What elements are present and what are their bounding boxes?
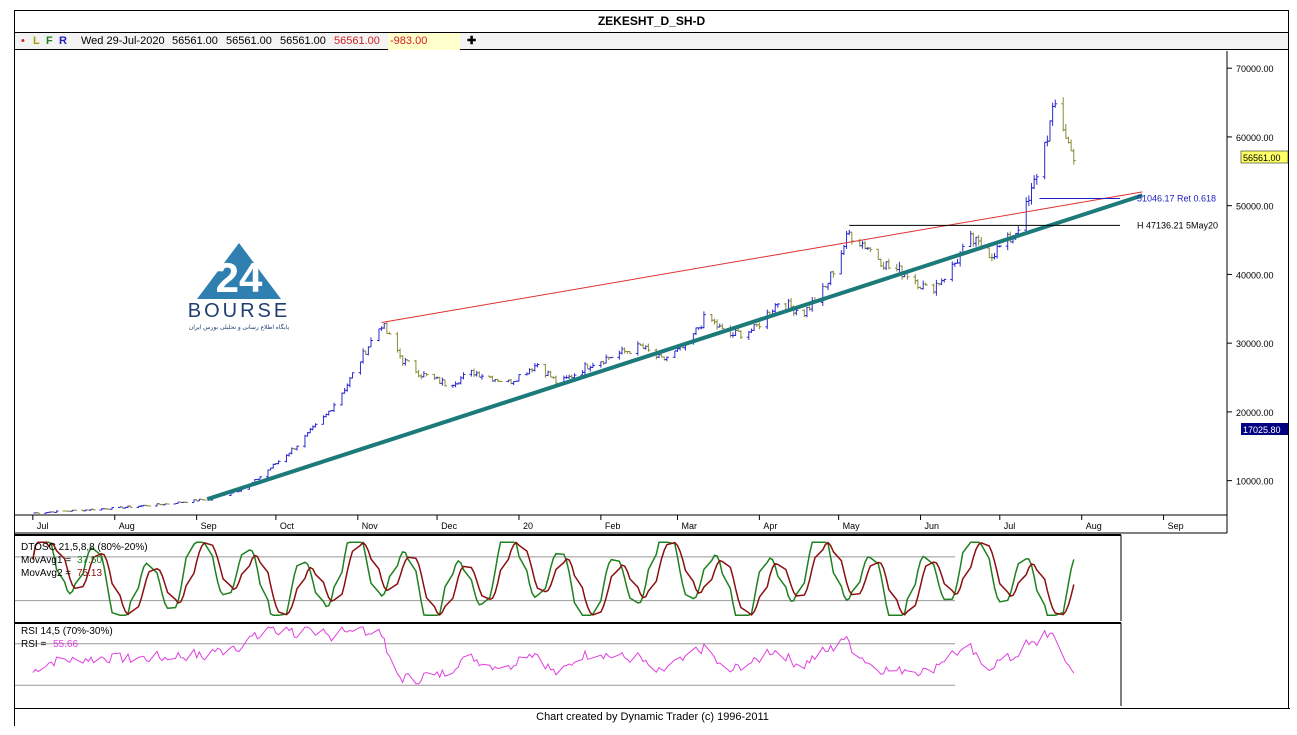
f-button[interactable]: F <box>46 35 53 47</box>
low-price-badge <box>1241 423 1288 435</box>
rsi-line <box>32 626 1075 685</box>
y-tick-label: 60000.00 <box>1236 133 1274 143</box>
bar-date: Wed 29-Jul-2020 <box>81 35 165 47</box>
y-tick-label: 30000.00 <box>1236 339 1274 349</box>
chart-window: ZEKESHT_D_SH-D • L F R Wed 29-Jul-2020 5… <box>14 10 1290 726</box>
l-button[interactable]: L <box>33 35 40 47</box>
footer-credit: Chart created by Dynamic Trader (c) 1996… <box>15 708 1290 726</box>
x-tick-label: Nov <box>362 521 379 531</box>
movavg2-value: 75.13 <box>77 568 102 579</box>
ohlc-bars <box>33 97 1076 514</box>
chart-canvas: 24 BOURSE پایگاه اطلاع رسانی و تحلیلی بو… <box>15 51 1288 706</box>
x-tick-label: Mar <box>681 521 697 531</box>
y-tick-label: 70000.00 <box>1236 64 1274 74</box>
y-tick-label: 20000.00 <box>1236 408 1274 418</box>
dtosc-label: DTOSC 21,5,8,8 (80%-20%) <box>21 542 148 553</box>
y-tick-label: 40000.00 <box>1236 270 1274 280</box>
record-dot-icon: • <box>21 35 25 47</box>
x-tick-label: Jun <box>925 521 940 531</box>
x-tick-label: Aug <box>119 521 135 531</box>
movavg1-label: MovAvg1 = <box>21 555 71 566</box>
x-tick-label: 20 <box>523 521 533 531</box>
bar-high: 56561.00 <box>226 35 272 47</box>
x-tick-label: Sep <box>1168 521 1184 531</box>
rsi-value-label: RSI = <box>21 639 46 650</box>
chart-title: ZEKESHT_D_SH-D <box>15 11 1288 33</box>
y-tick-label: 10000.00 <box>1236 477 1274 487</box>
add-icon[interactable]: ✚ <box>467 35 477 47</box>
x-tick-label: Dec <box>441 521 458 531</box>
annotation-label: H 47136.21 5May20 <box>1137 220 1218 230</box>
price-panel: 70000.00 60000.00 50000.00 40000.00 30000.00… <box>15 51 1288 534</box>
logo-tagline: پایگاه اطلاع رسانی و تحلیلی بورس ایران <box>189 323 290 331</box>
bar-open: 56561.00 <box>172 35 218 47</box>
bourse-logo: 24 BOURSE پایگاه اطلاع رسانی و تحلیلی بو… <box>188 243 290 331</box>
rsi-value: 55.66 <box>53 639 78 650</box>
x-tick-label: Aug <box>1086 521 1102 531</box>
x-tick-label: Feb <box>605 521 621 531</box>
support-trendline <box>206 193 1144 502</box>
x-tick-label: Oct <box>280 521 295 531</box>
resistance-trendline <box>381 191 1143 324</box>
low-price-label: 17025.80 <box>1243 425 1281 435</box>
bar-low: 56561.00 <box>280 35 326 47</box>
rsi-label: RSI 14,5 (70%-30%) <box>21 626 113 637</box>
x-tick-label: Jul <box>37 521 49 531</box>
dtosc-slow-line <box>32 541 1075 616</box>
annotation-label: 51046.17 Ret 0.618 <box>1137 193 1216 203</box>
movavg1-value: 37.50 <box>77 555 102 566</box>
x-tick-label: May <box>843 521 861 531</box>
logo-triangle <box>197 243 281 299</box>
bar-change: -983.00 <box>388 33 460 50</box>
x-tick-label: Sep <box>201 521 217 531</box>
last-price-label: 56561.00 <box>1243 153 1281 163</box>
x-tick-label: Apr <box>763 521 777 531</box>
logo-name: BOURSE <box>188 300 290 322</box>
indicator-panels: DTOSC 21,5,8,8 (80%-20%) MovAvg1 = 37.50 Mo… <box>15 534 1122 706</box>
last-price-badge <box>1240 150 1288 164</box>
x-tick-label: Jul <box>1004 521 1016 531</box>
movavg2-label: MovAvg2 = <box>21 568 71 579</box>
info-bar: • L F R Wed 29-Jul-2020 56561.00 56561.0… <box>15 33 1288 50</box>
y-tick-label: 50000.00 <box>1236 202 1274 212</box>
r-button[interactable]: R <box>59 35 67 47</box>
logo-mark: 24 <box>216 254 263 301</box>
bar-close: 56561.00 <box>334 35 380 47</box>
